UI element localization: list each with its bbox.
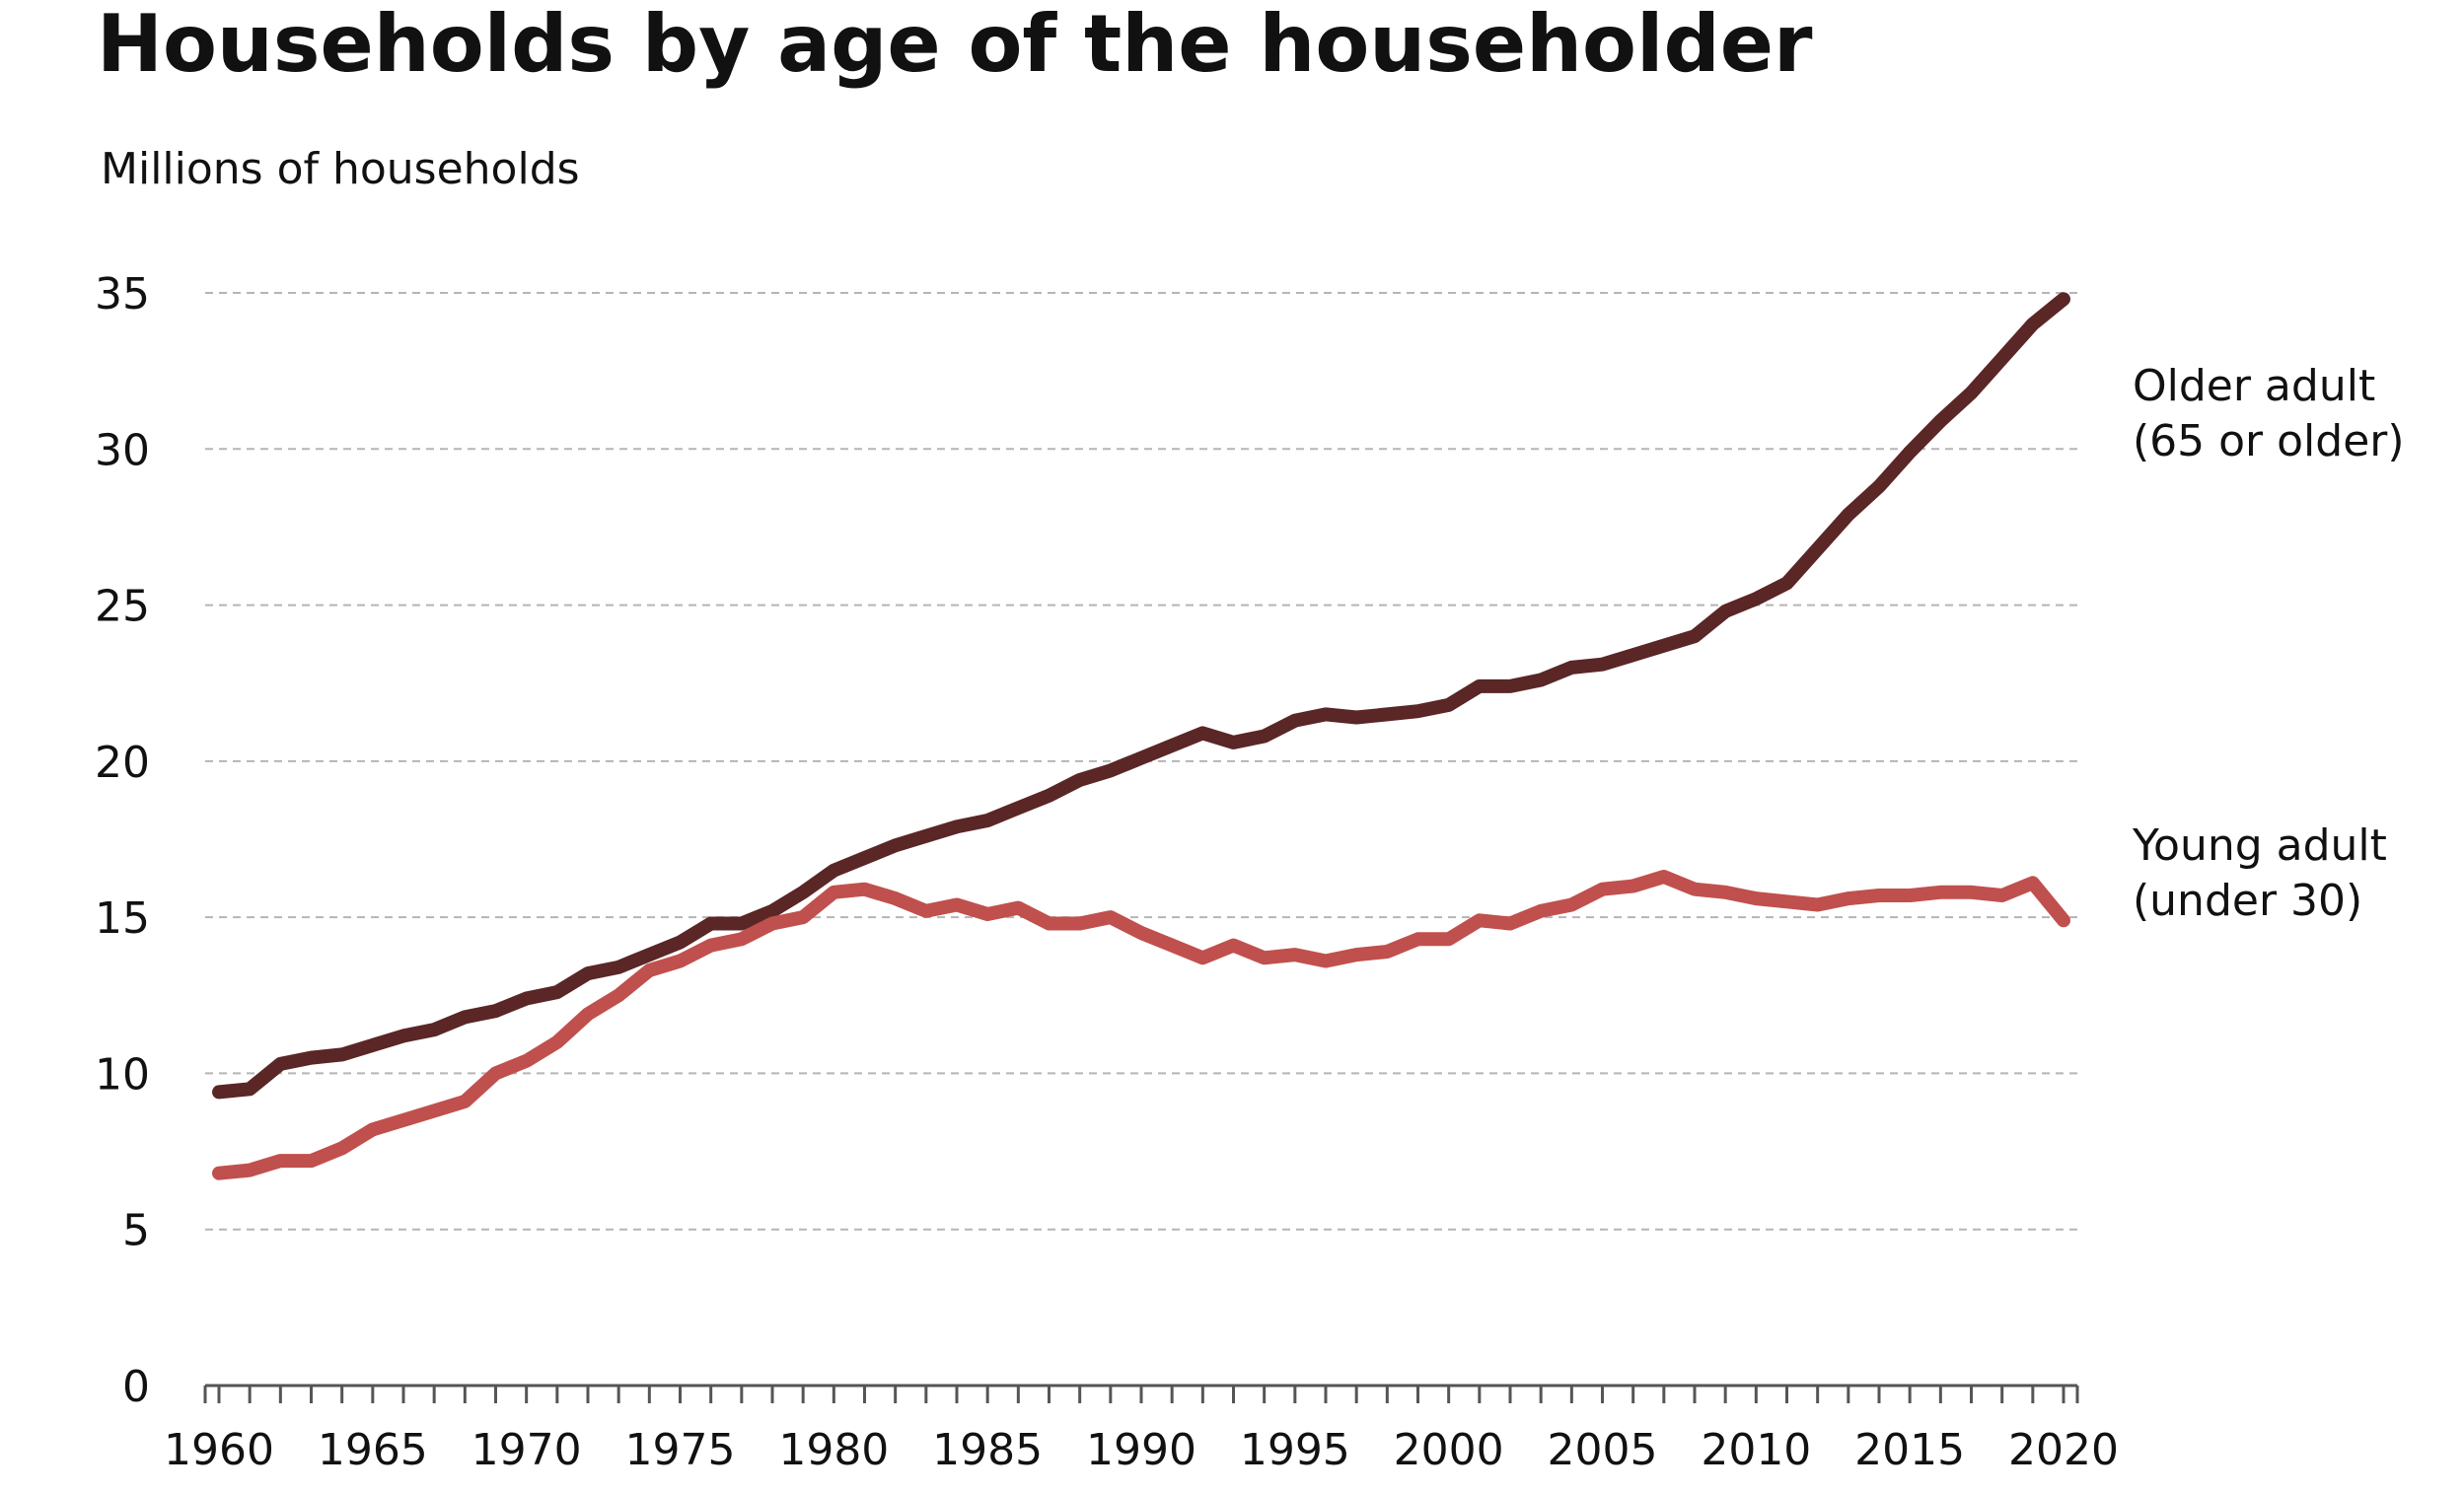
series-lines bbox=[212, 292, 2070, 1180]
y-tick-label-25: 25 bbox=[95, 582, 150, 632]
y-tick-label-10: 10 bbox=[95, 1049, 150, 1100]
x-tick-label-1965: 1965 bbox=[318, 1425, 428, 1475]
y-tick-label-35: 35 bbox=[95, 269, 150, 320]
x-tick-label-1975: 1975 bbox=[625, 1425, 736, 1475]
y-tick-label-20: 20 bbox=[95, 738, 150, 788]
y-tick-label-30: 30 bbox=[95, 425, 150, 475]
series-label-older-adult-1: Older adult bbox=[2133, 361, 2375, 411]
x-tick-label-1960: 1960 bbox=[164, 1425, 274, 1475]
x-tick-label-2020: 2020 bbox=[2008, 1425, 2119, 1475]
y-tick-label-15: 15 bbox=[95, 893, 150, 944]
series-label-older-adult-2: (65 or older) bbox=[2133, 416, 2405, 466]
x-tick-label-2000: 2000 bbox=[1394, 1425, 1504, 1475]
series-label-young-adult-2: (under 30) bbox=[2133, 876, 2362, 926]
y-tick-label-0: 0 bbox=[122, 1362, 150, 1412]
chart-title: Households by age of the householder bbox=[97, 0, 1813, 90]
series-labels: Older adult(65 or older) Young adult(unde… bbox=[2132, 361, 2405, 926]
series-line-young-adult bbox=[212, 870, 2070, 1180]
x-tick-label-2010: 2010 bbox=[1701, 1425, 1811, 1475]
x-tick-label-1980: 1980 bbox=[778, 1425, 889, 1475]
x-tick-label-1970: 1970 bbox=[471, 1425, 582, 1475]
series-label-young-adult-1: Young adult bbox=[2132, 820, 2387, 871]
x-tick-label-1995: 1995 bbox=[1240, 1425, 1350, 1475]
y-tick-label-5: 5 bbox=[122, 1206, 150, 1256]
x-tick-label-2015: 2015 bbox=[1854, 1425, 1965, 1475]
x-tick-label-1985: 1985 bbox=[932, 1425, 1043, 1475]
x-tick-label-1990: 1990 bbox=[1086, 1425, 1196, 1475]
y-axis-ticks: 0 5 10 15 20 25 30 35 bbox=[95, 269, 150, 1412]
x-axis-ticks: 1960 1965 1970 1975 1980 1985 1990 1995 2000 2005… bbox=[164, 1386, 2119, 1475]
x-tick-label-2005: 2005 bbox=[1548, 1425, 1658, 1475]
y-axis-label: Millions of households bbox=[101, 144, 580, 194]
series-line-older-adult bbox=[212, 292, 2070, 1100]
